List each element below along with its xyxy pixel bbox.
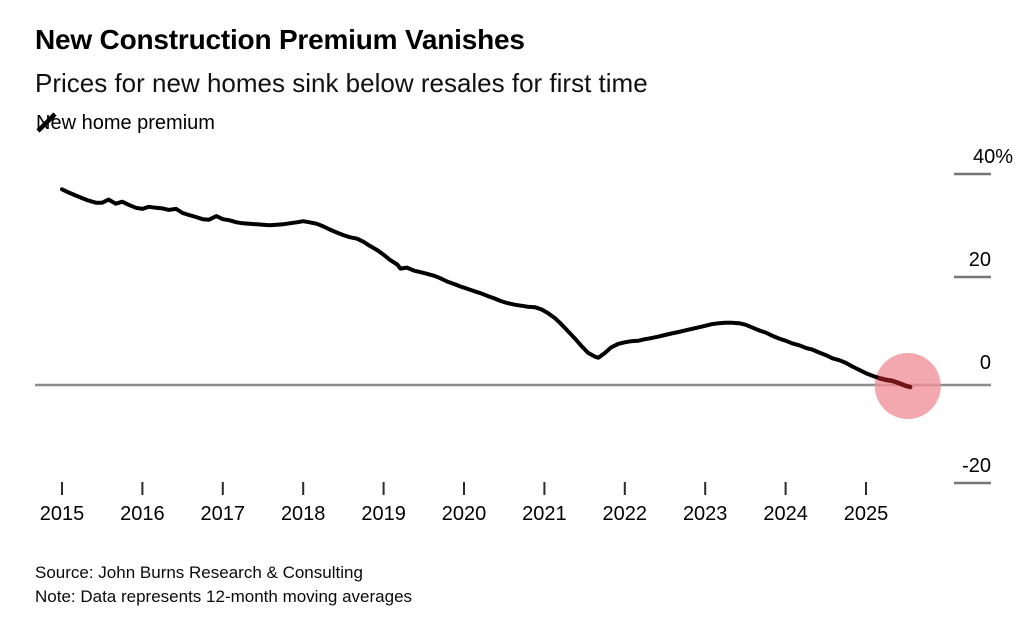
chart-title: New Construction Premium Vanishes: [35, 24, 525, 55]
premium-line: [60, 187, 882, 381]
legend: New home premium: [36, 112, 215, 135]
chart-subtitle: Prices for new homes sink below resales …: [35, 68, 648, 98]
data-note: Note: Data represents 12-month moving av…: [35, 587, 413, 606]
slash-icon: [36, 112, 57, 133]
legend-label: New home premium: [36, 112, 215, 134]
premium-line-highlight-segment: [877, 376, 913, 390]
source-note: Source: John Burns Research & Consulting: [35, 563, 363, 582]
